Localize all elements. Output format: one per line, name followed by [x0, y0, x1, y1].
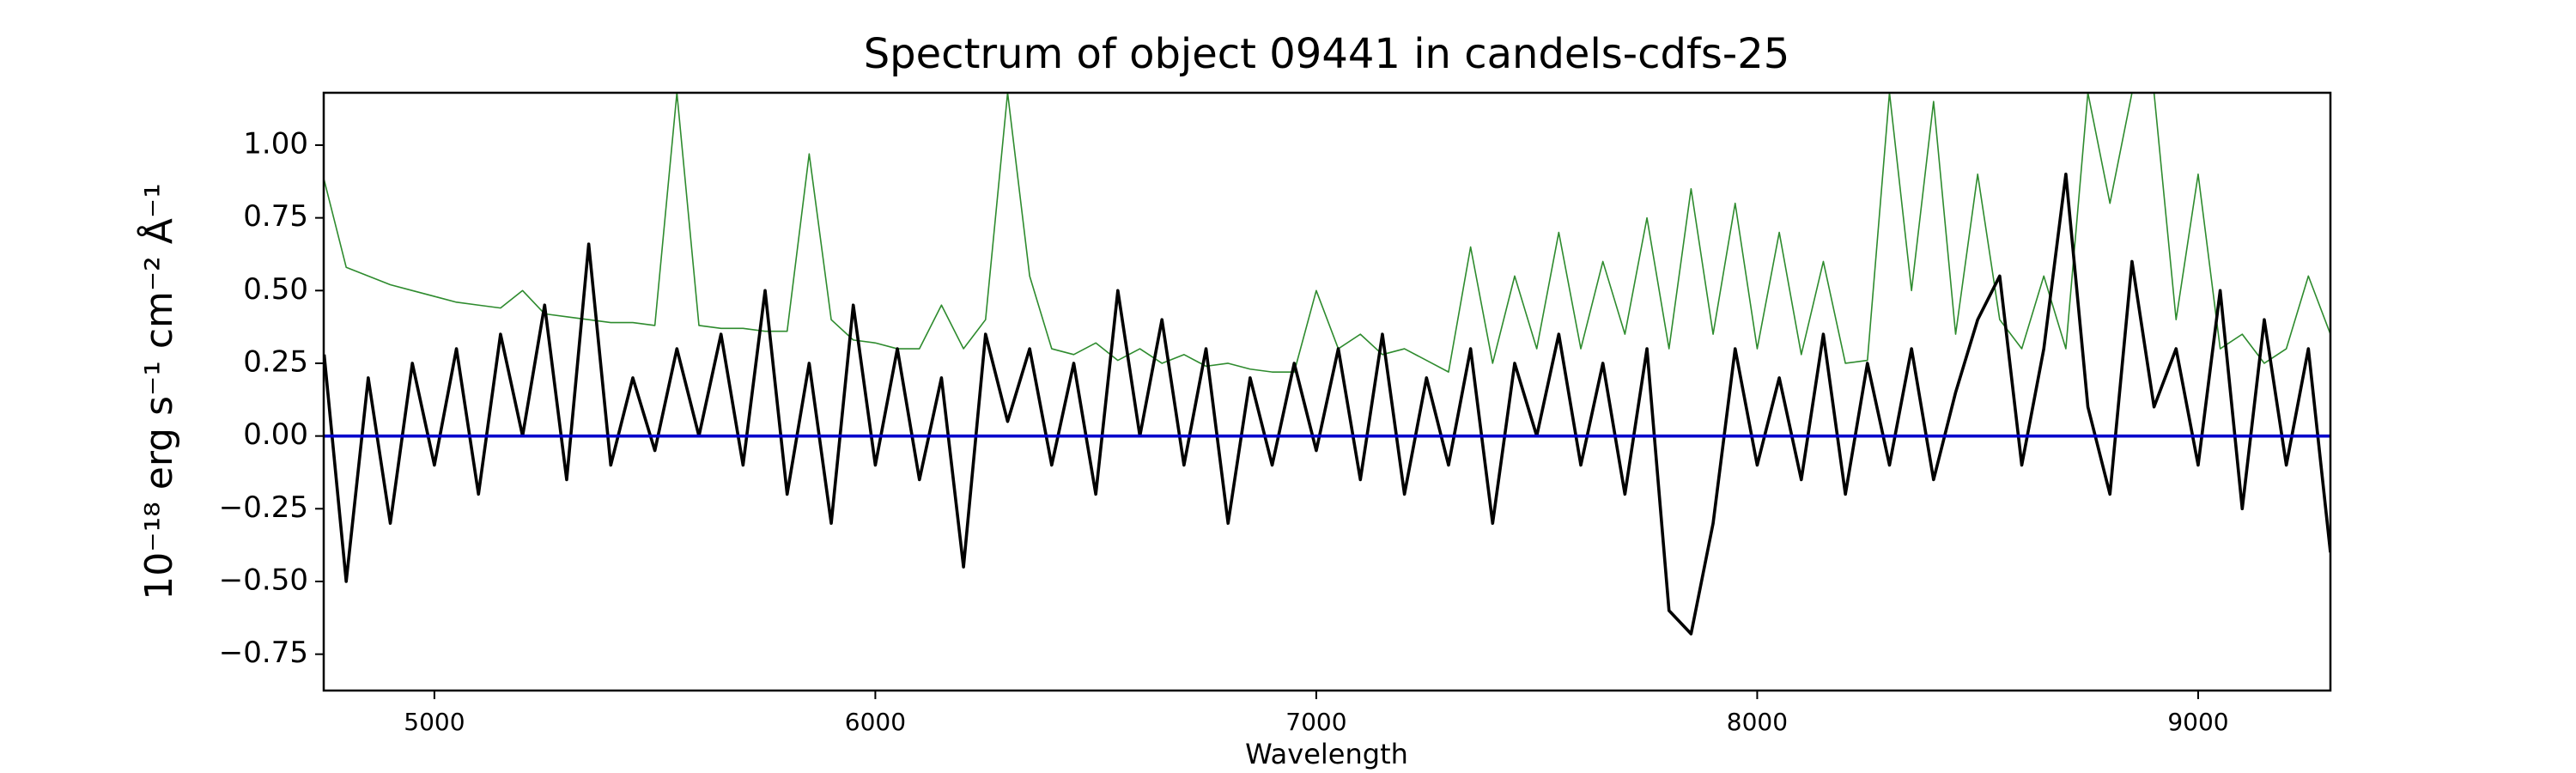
plot-frame [322, 91, 2332, 692]
x-axis-label: Wavelength [1245, 738, 1408, 770]
y-tick-label: −0.25 [219, 490, 308, 525]
y-tick-label: 0.25 [243, 344, 308, 379]
y-axis-label: 10⁻¹⁸ erg s⁻¹ cm⁻² Å⁻¹ [136, 183, 181, 600]
x-tick-label: 9000 [2167, 708, 2228, 736]
plot-area [324, 93, 2330, 636]
y-tick-label: −0.75 [219, 636, 308, 670]
x-tick-label: 6000 [845, 708, 906, 736]
y-tick-label: −0.50 [219, 563, 308, 597]
spectrum-line [324, 93, 2330, 373]
y-tick-label: 0.00 [243, 417, 308, 452]
y-tick-label: 1.00 [243, 126, 308, 161]
x-tick-label: 5000 [404, 708, 465, 736]
y-tick-label: 0.75 [243, 199, 308, 234]
spectrum-line [324, 173, 2330, 636]
y-tick-label: 0.50 [243, 272, 308, 307]
chart-title: Spectrum of object 09441 in candels-cdfs… [864, 30, 1790, 78]
x-tick-label: 7000 [1285, 708, 1346, 736]
x-tick-label: 8000 [1727, 708, 1788, 736]
